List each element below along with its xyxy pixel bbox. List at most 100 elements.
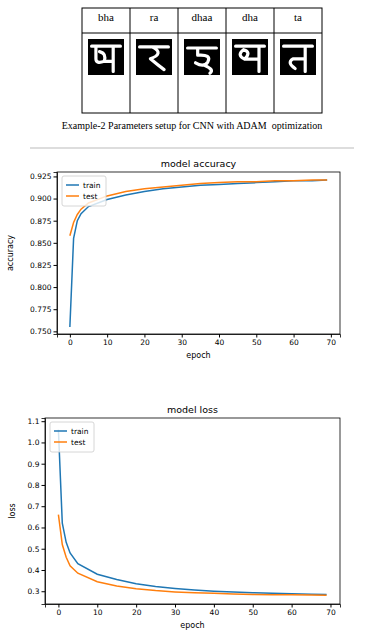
- x-tick-label: 20: [140, 338, 150, 347]
- character-image: [184, 39, 220, 75]
- y-tick-label: 0.7: [28, 502, 40, 511]
- x-tick-label: 60: [287, 608, 297, 617]
- y-tick: 0.5: [28, 545, 45, 554]
- separator: [30, 148, 354, 149]
- y-tick-label: 0.850: [30, 239, 52, 248]
- y-tick: 0.800: [30, 283, 57, 292]
- character-image: [136, 39, 172, 75]
- plot-area: [70, 180, 327, 327]
- x-tick: 30: [171, 604, 181, 617]
- y-tick-mark: [54, 243, 58, 244]
- y-tick-label: 1.1: [28, 417, 40, 426]
- character-stroke: [188, 48, 217, 73]
- character-image-bg: [88, 39, 124, 75]
- legend-swatch: [66, 195, 79, 197]
- y-tick: 0.8: [28, 481, 45, 490]
- y-tick-label: 0.5: [28, 545, 40, 554]
- character-stroke: [284, 46, 313, 71]
- x-tick-label: 0: [57, 608, 62, 617]
- table-row-line: [82, 33, 322, 34]
- character-image-bg: [232, 39, 268, 75]
- y-tick-mark: [54, 265, 58, 266]
- table-col-line: [226, 8, 227, 113]
- table-col-line: [274, 8, 275, 113]
- x-tick: 60: [287, 604, 297, 617]
- y-tick-label: 0.8: [28, 481, 40, 490]
- y-tick-mark: [54, 309, 58, 310]
- x-tick-label: 70: [326, 608, 336, 617]
- legend-swatch: [54, 441, 67, 443]
- x-tick-label: 0: [68, 338, 73, 347]
- x-tick-label: 10: [103, 338, 113, 347]
- x-tick-label: 20: [132, 608, 142, 617]
- x-tick: 40: [215, 334, 225, 347]
- y-tick-mark: [54, 199, 58, 200]
- legend-box: [62, 176, 106, 206]
- series-line: [58, 430, 326, 595]
- x-tick-label: 30: [177, 338, 187, 347]
- table-header: ra: [150, 11, 159, 23]
- y-axis-line: [42, 419, 46, 605]
- y-tick-label: 0.900: [30, 194, 52, 203]
- y-tick-mark: [42, 464, 46, 465]
- y-tick-mark: [42, 591, 46, 592]
- plot-frame: [57, 172, 340, 334]
- legend: train test: [62, 176, 106, 206]
- chart: 0102030405060700.30.40.50.60.70.80.91.01…: [8, 404, 341, 630]
- y-tick-mark: [42, 442, 46, 443]
- legend-label: train: [83, 181, 101, 190]
- y-tick: 0.875: [30, 217, 57, 226]
- chart: 0102030405060700.7500.7750.8000.8250.850…: [6, 158, 341, 360]
- character-table: bharadhaadhata: [82, 8, 322, 113]
- y-axis: 0.30.40.50.60.70.80.91.01.1: [28, 417, 46, 604]
- table-col-line: [130, 8, 131, 113]
- y-tick: 0.750: [30, 327, 57, 336]
- y-tick: 0.7: [28, 502, 45, 511]
- y-tick-label: 0.775: [30, 305, 52, 314]
- legend: traintest: [50, 422, 94, 452]
- x-tick: 20: [140, 334, 150, 347]
- character-image: [232, 39, 268, 75]
- x-tick: 0: [57, 604, 62, 617]
- y-tick: 0.4: [28, 566, 45, 575]
- x-tick-label: 40: [210, 608, 220, 617]
- chart-title: model loss: [167, 404, 218, 415]
- y-tick-mark: [42, 485, 46, 486]
- legend-label: train: [71, 427, 89, 436]
- x-tick-label: 60: [289, 338, 299, 347]
- legend-label: test: [83, 192, 97, 201]
- table-header: ta: [294, 11, 302, 23]
- x-tick: 50: [252, 334, 262, 347]
- character-image-bg: [136, 39, 172, 75]
- x-tick: 30: [177, 334, 187, 347]
- y-tick-mark: [54, 331, 58, 332]
- table-col-line: [178, 8, 179, 113]
- x-axis-label: epoch: [180, 621, 204, 630]
- x-tick-label: 30: [171, 608, 181, 617]
- y-tick-mark: [42, 421, 46, 422]
- y-axis-label: loss: [8, 503, 17, 518]
- y-tick-mark: [54, 287, 58, 288]
- y-tick-mark: [42, 570, 46, 571]
- x-tick: 70: [327, 334, 337, 347]
- caption: Example-2 Parameters setup for CNN with …: [62, 120, 323, 131]
- y-tick: 0.6: [28, 523, 45, 532]
- y-tick-mark: [42, 527, 46, 528]
- y-axis-line: [54, 173, 58, 335]
- character-image: [280, 39, 316, 75]
- table-header: dhaa: [192, 11, 213, 23]
- y-tick-label: 0.9: [28, 460, 40, 469]
- x-tick: 0: [68, 334, 73, 347]
- x-tick: 10: [103, 334, 113, 347]
- x-tick: 50: [248, 604, 258, 617]
- y-tick-mark: [42, 506, 46, 507]
- y-tick: 0.3: [28, 587, 45, 596]
- character-stroke: [236, 46, 265, 71]
- page: bharadhaadhataExample-2 Parameters setup…: [0, 0, 384, 633]
- legend-box: [50, 422, 94, 452]
- y-tick-mark: [42, 549, 46, 550]
- character-image-bg: [184, 39, 220, 75]
- series-line: [70, 180, 327, 236]
- x-axis-label: epoch: [186, 351, 210, 360]
- x-axis: 0 10 20 30 40 50 60 70: [58, 334, 341, 347]
